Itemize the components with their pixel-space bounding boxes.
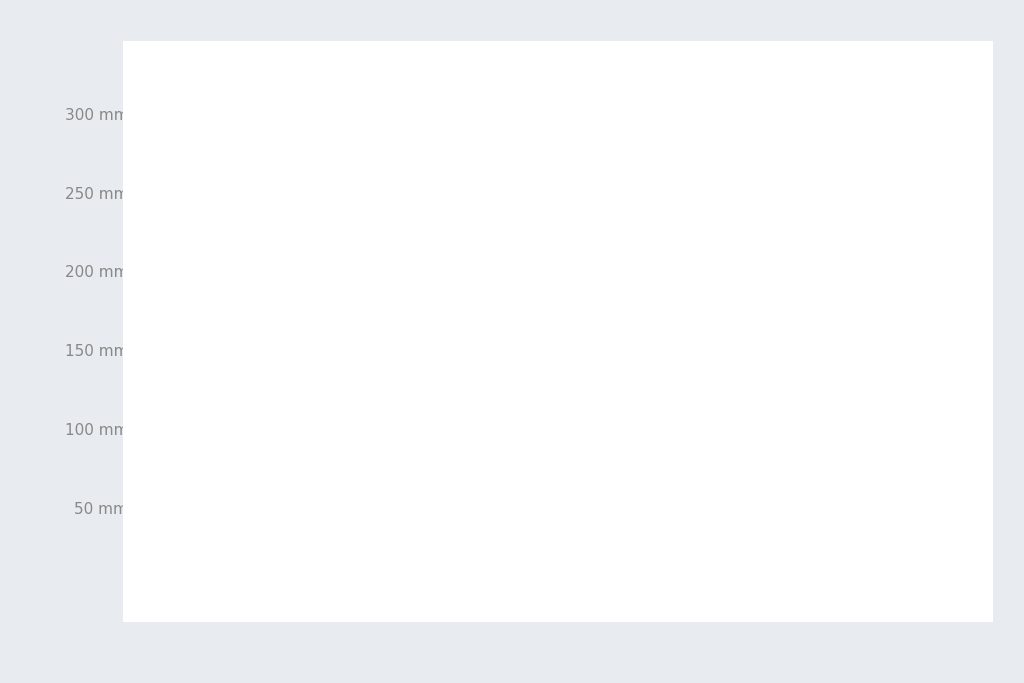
Bar — [309, 82, 594, 587]
FancyBboxPatch shape — [105, 29, 1011, 633]
Bar — [594, 82, 959, 587]
